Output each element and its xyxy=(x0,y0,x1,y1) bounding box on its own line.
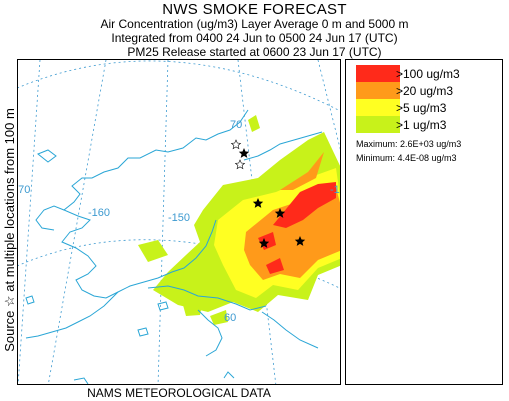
legend-swatch-green xyxy=(356,116,400,133)
graticule xyxy=(18,60,340,384)
source-markers xyxy=(238,148,306,248)
legend-label: >100 ug/m3 xyxy=(396,66,460,81)
lon-160-label: -160 xyxy=(88,207,110,219)
legend-swatch-yellow xyxy=(356,99,400,116)
smoke-map: 170 -160 -150 70 60 -130 xyxy=(17,59,341,385)
legend-label: >20 ug/m3 xyxy=(396,83,454,98)
source-marker-open xyxy=(230,139,242,150)
map-canvas: 170 -160 -150 70 60 -130 xyxy=(18,60,341,384)
forecast-title: NWS SMOKE FORECAST xyxy=(162,1,347,18)
release-start: PM25 Release started at 0600 23 Jun 17 (… xyxy=(127,45,382,59)
lon-170-label: 170 xyxy=(18,184,30,196)
meteorological-data-label: NAMS METEOROLOGICAL DATA xyxy=(87,386,271,400)
source-marker xyxy=(294,236,306,246)
legend: >100 ug/m3 >20 ug/m3 >5 ug/m3 >1 ug/m3 M… xyxy=(345,59,503,385)
smoke-plume xyxy=(138,115,340,325)
lat-60-label: 60 xyxy=(224,312,236,324)
source-marker xyxy=(274,208,286,218)
lat-70-label: 70 xyxy=(230,119,242,131)
legend-label: >1 ug/m3 xyxy=(396,117,447,132)
source-marker-open xyxy=(234,159,246,170)
concentration-subtitle: Air Concentration (ug/m3) Layer Average … xyxy=(100,17,409,31)
source-marker xyxy=(252,198,264,208)
source-marker xyxy=(238,148,250,158)
lon-150-label: -150 xyxy=(168,212,190,224)
maximum-value: Maximum: 2.6E+03 ug/m3 xyxy=(356,139,462,149)
legend-label: >5 ug/m3 xyxy=(396,100,447,115)
integration-period: Integrated from 0400 24 Jun to 0500 24 J… xyxy=(111,31,398,45)
lon-130-label: -130 xyxy=(330,184,341,196)
legend-item: >1 ug/m3 xyxy=(356,116,446,133)
minimum-value: Minimum: 4.4E-08 ug/m3 xyxy=(356,153,457,163)
source-markers-outline xyxy=(230,139,246,170)
legend-item: >100 ug/m3 xyxy=(356,65,460,82)
legend-swatch-orange xyxy=(356,82,400,99)
legend-item: >20 ug/m3 xyxy=(356,82,453,99)
legend-item: >5 ug/m3 xyxy=(356,99,446,116)
source-marker xyxy=(258,238,270,248)
coastline xyxy=(25,109,323,384)
legend-swatch-red xyxy=(356,65,400,82)
graticule-labels: 170 -160 -150 70 60 -130 xyxy=(18,119,341,324)
